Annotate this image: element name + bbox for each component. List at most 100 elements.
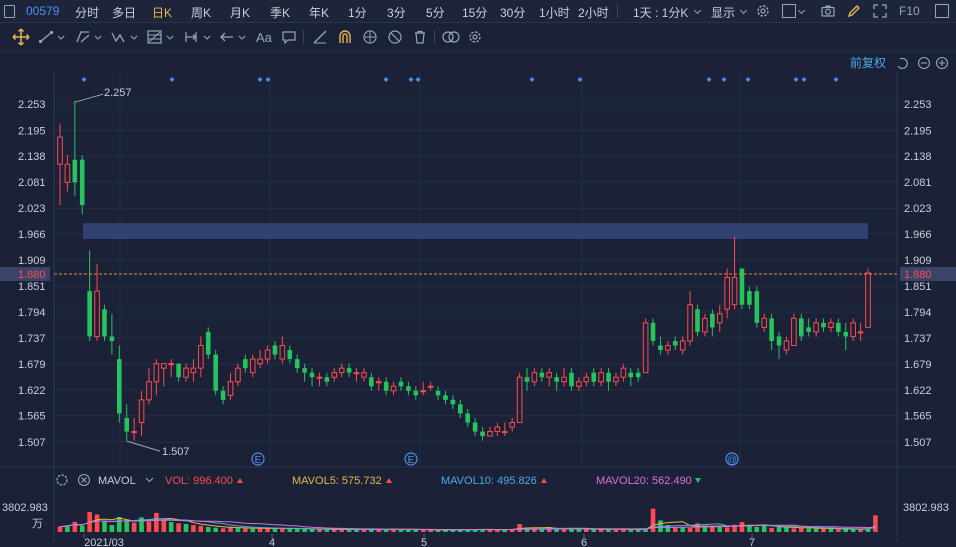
tab-period-7[interactable]: 年K xyxy=(309,6,330,20)
line-tool-icon[interactable] xyxy=(38,29,68,45)
price-tick-left: 1.909 xyxy=(18,255,46,267)
arrow-tool-icon[interactable] xyxy=(219,29,249,45)
volume-bar-up xyxy=(672,527,678,532)
indicator-name[interactable]: MAVOL xyxy=(98,475,136,487)
tab-period-9[interactable]: 3分 xyxy=(387,6,406,20)
candle-body-up xyxy=(427,385,434,388)
price-chart[interactable]: 2.253 2.253 2.195 2.195 2.138 2.138 2.081 2.081… xyxy=(0,52,956,547)
tab-period-10[interactable]: 5分 xyxy=(426,6,445,20)
price-tick-right: 2.023 xyxy=(904,203,932,215)
candle-body-down xyxy=(205,331,211,355)
candle-body-down xyxy=(87,291,92,337)
candle-body-up xyxy=(509,422,515,428)
reset-icon[interactable] xyxy=(897,57,908,70)
volume-bar-up xyxy=(710,526,715,532)
tab-period-8[interactable]: 1分 xyxy=(348,6,367,20)
trash-icon[interactable] xyxy=(412,29,428,45)
fibonacci-tool-icon[interactable] xyxy=(147,29,177,45)
zoom-out-icon[interactable] xyxy=(917,56,931,70)
display-menu[interactable]: 显示 xyxy=(711,6,736,20)
zoom-in-icon[interactable] xyxy=(935,56,949,70)
volume-bar-down xyxy=(465,529,471,532)
tab-period-6[interactable]: 季K xyxy=(270,6,291,20)
tab-period-2[interactable]: 多日 xyxy=(112,6,137,20)
volume-bar-down xyxy=(309,529,315,532)
candle-body-up xyxy=(94,290,100,337)
indicator-settings-icon[interactable] xyxy=(56,474,68,486)
candle-body-down xyxy=(806,327,811,332)
candle-body-up xyxy=(279,344,286,360)
period-select[interactable]: 1天 : 1分K xyxy=(633,6,689,20)
tab-period-3[interactable]: 日K xyxy=(152,6,173,20)
gear-icon[interactable] xyxy=(755,3,771,19)
candle-body-down xyxy=(346,368,352,373)
event-dot xyxy=(706,77,712,82)
volume-bar-up xyxy=(228,527,233,532)
hide-icon[interactable] xyxy=(387,29,403,45)
magnet-icon[interactable] xyxy=(337,29,353,45)
low-annotation: 1.507 xyxy=(162,446,190,458)
candle-body-down xyxy=(309,372,315,378)
event-dot xyxy=(721,77,727,82)
ruler-icon[interactable] xyxy=(312,29,328,45)
candle-body-up xyxy=(857,331,864,334)
window-icon[interactable] xyxy=(935,4,949,18)
tab-period-14[interactable]: 2小时 xyxy=(578,6,609,20)
candle-body-up xyxy=(783,340,790,351)
tab-period-5[interactable]: 月K xyxy=(230,6,251,20)
compare-icon[interactable] xyxy=(441,29,461,45)
candle-body-down xyxy=(695,309,700,332)
tab-period-4[interactable]: 周K xyxy=(191,6,212,20)
f10-button[interactable]: F10 xyxy=(899,4,920,18)
high-annotation: 2.257 xyxy=(104,87,132,99)
candle-body-down xyxy=(754,291,760,323)
stock-code[interactable]: 00579 xyxy=(26,4,60,18)
chevron-down-icon[interactable] xyxy=(797,6,806,15)
comment-icon[interactable] xyxy=(281,29,297,45)
volume-bar-down xyxy=(406,529,411,532)
volume-bar-down xyxy=(539,528,545,532)
volume-bar-down xyxy=(784,527,789,532)
candle-body-up xyxy=(850,322,856,337)
pen-icon[interactable] xyxy=(846,3,862,19)
volume-unit-label: 万 xyxy=(32,518,43,530)
measure-tool-icon[interactable] xyxy=(184,29,214,45)
candle-body-up xyxy=(494,426,501,433)
volume-bar-down xyxy=(324,529,330,532)
price-tick-left: 1.565 xyxy=(18,411,46,423)
chevron-down-icon[interactable] xyxy=(693,6,702,15)
price-tick-left: 1.851 xyxy=(18,281,46,293)
volume-bar-down xyxy=(443,529,448,532)
settings-icon[interactable] xyxy=(467,29,483,45)
tab-period-13[interactable]: 1小时 xyxy=(539,6,570,20)
chevron-down-icon[interactable] xyxy=(145,477,154,483)
link-icon[interactable] xyxy=(362,29,378,45)
volume-bar-down xyxy=(591,529,597,532)
up-triangle-icon xyxy=(386,478,392,483)
channel-tool-icon[interactable] xyxy=(75,29,105,45)
chevron-down-icon[interactable] xyxy=(739,6,748,15)
fullscreen-icon[interactable] xyxy=(872,3,888,19)
volume-bar-up xyxy=(243,528,248,532)
crosshair-move-icon[interactable] xyxy=(12,28,30,46)
adjust-label[interactable]: 前复权 xyxy=(850,55,886,70)
candle-body-down xyxy=(406,386,411,391)
tab-period-11[interactable]: 15分 xyxy=(462,6,488,20)
panel-toggle-icon[interactable] xyxy=(4,5,15,18)
price-tick-left: 1.737 xyxy=(18,333,46,345)
tab-period-12[interactable]: 30分 xyxy=(500,6,526,20)
indicator-close-icon[interactable] xyxy=(77,473,91,487)
date-label: 6 xyxy=(581,537,587,547)
camera-icon[interactable] xyxy=(820,3,836,19)
tab-period-1[interactable]: 分时 xyxy=(75,6,100,20)
event-dot xyxy=(577,77,583,82)
volume-bar-up xyxy=(821,528,826,532)
candle-body-down xyxy=(480,431,485,437)
volume-bar-down xyxy=(576,529,582,532)
text-tool-button[interactable]: Aa xyxy=(256,30,272,45)
candle-body-down xyxy=(569,372,574,387)
wave-tool-icon[interactable] xyxy=(111,29,141,45)
candle-body-down xyxy=(776,336,782,346)
layout-icon[interactable] xyxy=(782,4,796,18)
volume-bar-down xyxy=(117,517,122,532)
